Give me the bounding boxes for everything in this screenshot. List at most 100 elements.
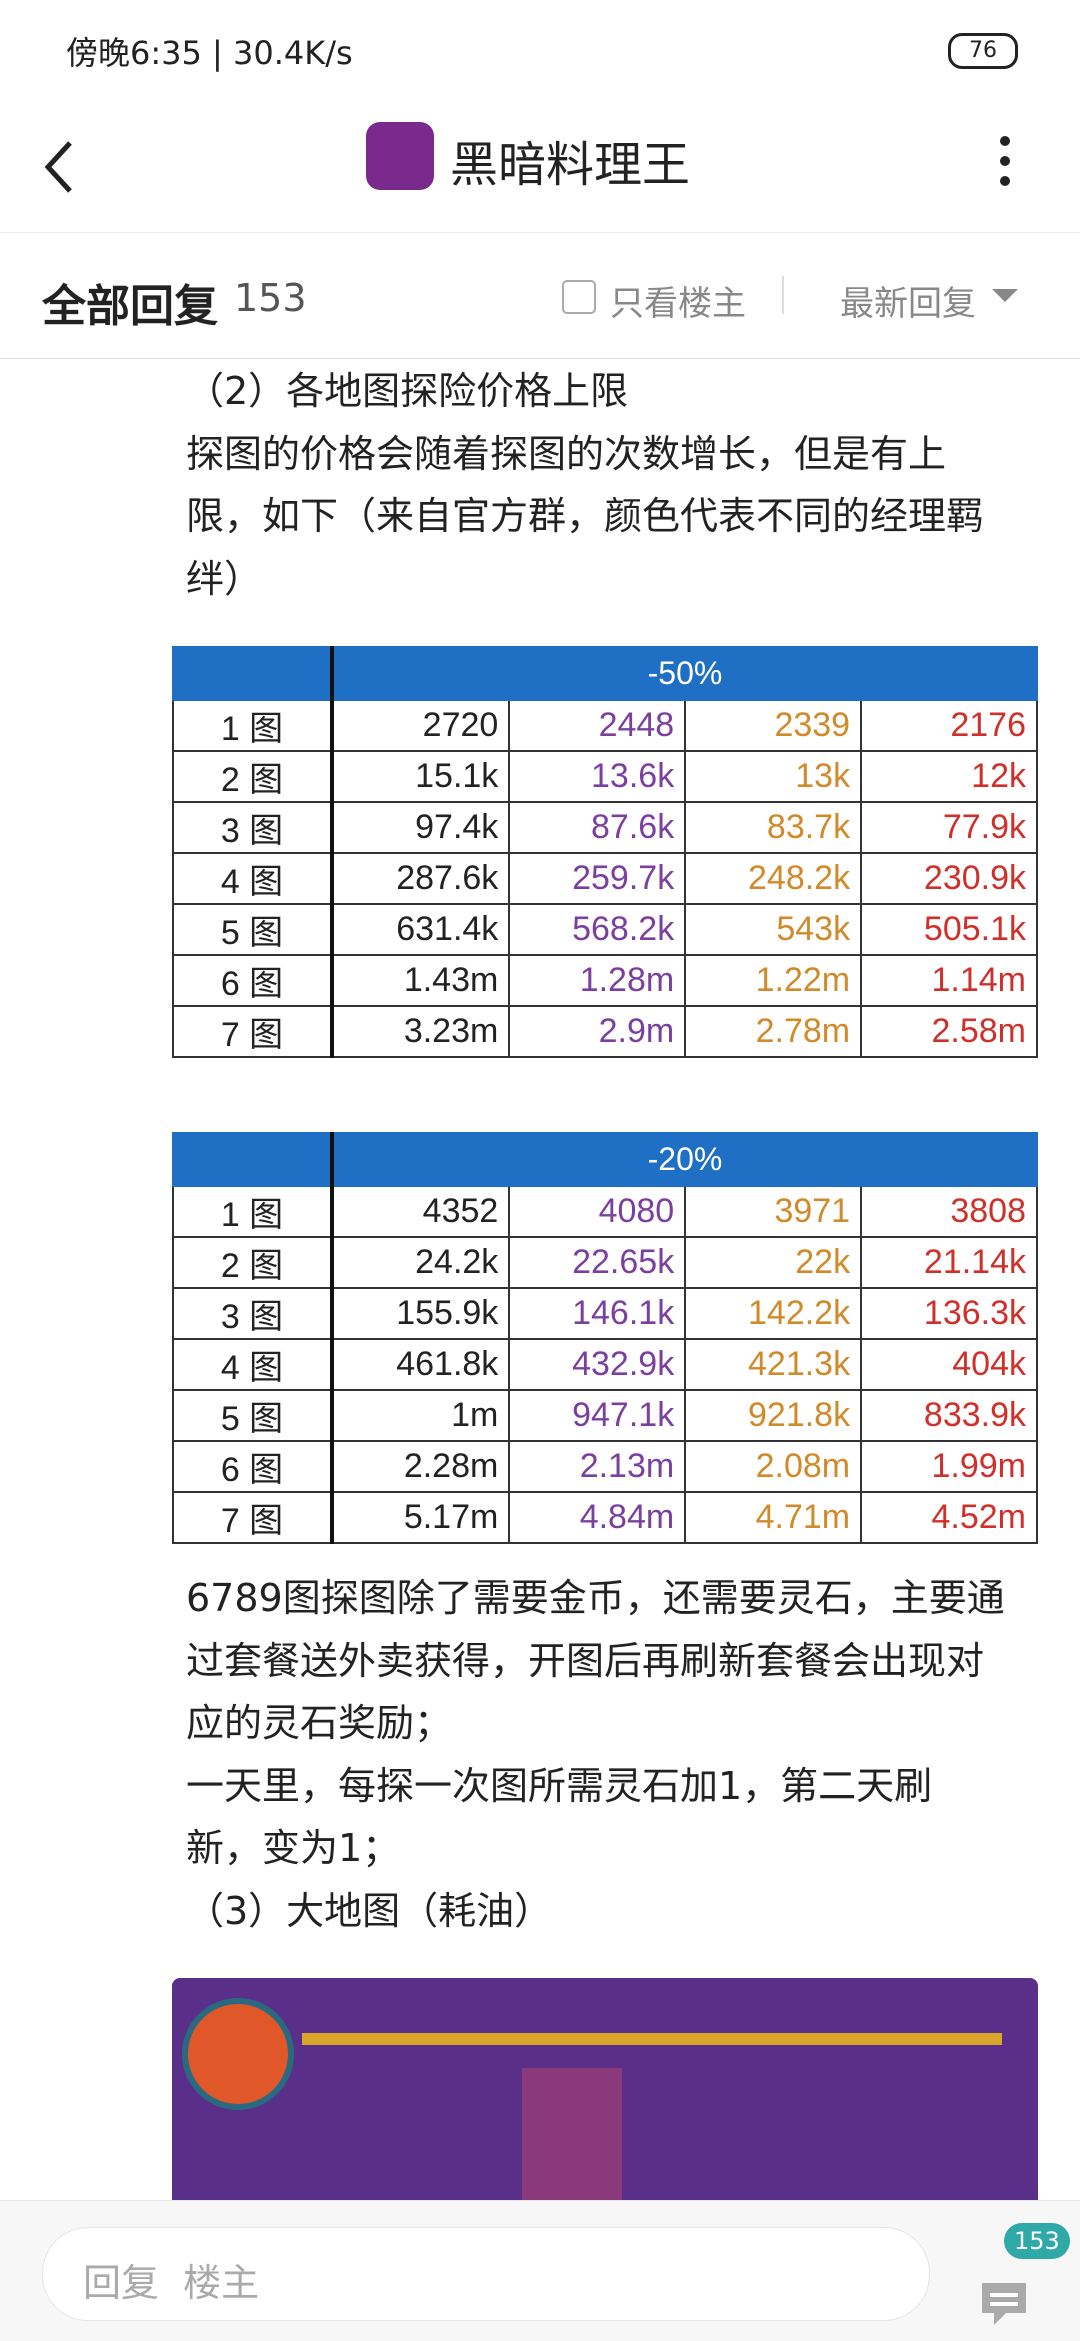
row-label: 2 图 [172, 750, 334, 803]
price-cell: 3.23m [330, 1005, 511, 1058]
row-label: 6 图 [172, 1440, 334, 1493]
only-op[interactable]: 只看楼主 [610, 284, 746, 324]
price-cell: 921.8k [684, 1389, 863, 1442]
table-row: 2 图 15.1k 13.6k 13k 12k [172, 750, 1038, 803]
table-row: 1 图 4352 4080 3971 3808 [172, 1185, 1038, 1238]
price-cell: 833.9k [860, 1389, 1038, 1442]
status-time: 傍晚6:35 | 30.4K/s [66, 34, 353, 72]
table-row: 5 图 1m 947.1k 921.8k 833.9k [172, 1389, 1038, 1442]
row-label: 5 图 [172, 903, 334, 956]
price-cell: 1.28m [508, 954, 687, 1007]
only-op-checkbox[interactable] [562, 280, 596, 314]
price-cell: 230.9k [860, 852, 1038, 905]
text-line: 限，如下（来自官方群，颜色代表不同的经理羁 [186, 494, 985, 539]
reply-input[interactable]: 回复 楼主 [42, 2227, 930, 2321]
table-row: 6 图 2.28m 2.13m 2.08m 1.99m [172, 1440, 1038, 1493]
table-row: 3 图 155.9k 146.1k 142.2k 136.3k [172, 1287, 1038, 1340]
text-line: 过套餐送外卖获得，开图后再刷新套餐会出现对 [186, 1638, 985, 1683]
table-row: 4 图 461.8k 432.9k 421.3k 404k [172, 1338, 1038, 1391]
row-label: 1 图 [172, 1185, 334, 1238]
price-cell: 4.84m [508, 1491, 687, 1544]
price-cell: 155.9k [330, 1287, 511, 1340]
text-line: 新，变为1； [186, 1826, 401, 1871]
table-header: -50% [331, 646, 1038, 701]
price-cell: 2.58m [860, 1005, 1038, 1058]
price-cell: 5.17m [330, 1491, 511, 1544]
header-blank [172, 646, 334, 701]
text-line: 一天里，每探一次图所需灵石加1，第二天刷 [186, 1763, 933, 1808]
comment-icon[interactable] [976, 2279, 1032, 2329]
reply-bar: 全部回复 153 只看楼主 最新回复 [0, 232, 1080, 359]
price-cell: 12k [860, 750, 1038, 803]
reply-count: 153 [234, 276, 307, 320]
row-label: 7 图 [172, 1005, 334, 1058]
table-row: 1 图 2720 2448 2339 2176 [172, 699, 1038, 752]
price-cell: 2.78m [684, 1005, 863, 1058]
header: 黑暗料理王 [0, 97, 1080, 233]
price-cell: 87.6k [508, 801, 687, 854]
row-label: 5 图 [172, 1389, 334, 1442]
price-cell: 1.14m [860, 954, 1038, 1007]
price-cell: 505.1k [860, 903, 1038, 956]
text-line: 6789图探图除了需要金币，还需要灵石，主要通 [186, 1576, 1005, 1620]
price-cell: 13k [684, 750, 863, 803]
table-row: 2 图 24.2k 22.65k 22k 21.14k [172, 1236, 1038, 1289]
price-cell: 287.6k [330, 852, 511, 905]
price-cell: 259.7k [508, 852, 687, 905]
price-cell: 97.4k [330, 801, 511, 854]
table-header-row: -50% [172, 646, 1038, 701]
price-cell: 142.2k [684, 1287, 863, 1340]
back-button[interactable] [40, 137, 80, 197]
price-cell: 2448 [508, 699, 687, 752]
price-cell: 1.99m [860, 1440, 1038, 1493]
price-cell: 1.43m [330, 954, 511, 1007]
text-line: 应的灵石奖励； [186, 1701, 453, 1746]
footer: 回复 楼主 153 [0, 2200, 1080, 2341]
price-cell: 4080 [508, 1185, 687, 1238]
price-cell: 136.3k [860, 1287, 1038, 1340]
price-cell: 13.6k [508, 750, 687, 803]
more-button[interactable] [990, 131, 1020, 191]
price-cell: 21.14k [860, 1236, 1038, 1289]
price-cell: 4.71m [684, 1491, 863, 1544]
price-cell: 22.65k [508, 1236, 687, 1289]
price-cell: 2.28m [330, 1440, 511, 1493]
text-line: （2）各地图探险价格上限 [186, 369, 629, 413]
price-cell: 2176 [860, 699, 1038, 752]
price-cell: 2.08m [684, 1440, 863, 1493]
price-cell: 543k [684, 903, 863, 956]
text-line: 探图的价格会随着探图的次数增长，但是有上 [186, 431, 947, 476]
game-image [172, 1978, 1038, 2200]
game-button [182, 1998, 294, 2110]
price-cell: 83.7k [684, 801, 863, 854]
row-label: 7 图 [172, 1491, 334, 1544]
price-cell: 15.1k [330, 750, 511, 803]
table-header: -20% [331, 1132, 1038, 1187]
row-label: 4 图 [172, 852, 334, 905]
price-cell: 631.4k [330, 903, 511, 956]
sort-arrow [992, 289, 1018, 302]
table-row: 6 图 1.43m 1.28m 1.22m 1.14m [172, 954, 1038, 1007]
price-cell: 947.1k [508, 1389, 687, 1442]
price-cell: 421.3k [684, 1338, 863, 1391]
game-track [302, 2033, 1002, 2045]
row-label: 4 图 [172, 1338, 334, 1391]
row-label: 2 图 [172, 1236, 334, 1289]
price-table: -50% 1 图 2720 2448 2339 2176 2 图 15.1k 13.6k 13k 1… [172, 646, 1038, 1058]
price-cell: 2339 [684, 699, 863, 752]
price-cell: 1.22m [684, 954, 863, 1007]
price-cell: 146.1k [508, 1287, 687, 1340]
price-cell: 432.9k [508, 1338, 687, 1391]
sort[interactable]: 最新回复 [840, 284, 976, 324]
reply-placeholder: 回复 楼主 [83, 2261, 260, 2305]
price-cell: 1m [330, 1389, 511, 1442]
price-cell: 568.2k [508, 903, 687, 956]
row-label: 1 图 [172, 699, 334, 752]
text-line: （3）大地图（耗油） [186, 1889, 553, 1933]
reply-label: 全部回复 [42, 281, 218, 332]
row-label: 3 图 [172, 1287, 334, 1340]
price-cell: 248.2k [684, 852, 863, 905]
price-cell: 3971 [684, 1185, 863, 1238]
price-cell: 2720 [330, 699, 511, 752]
